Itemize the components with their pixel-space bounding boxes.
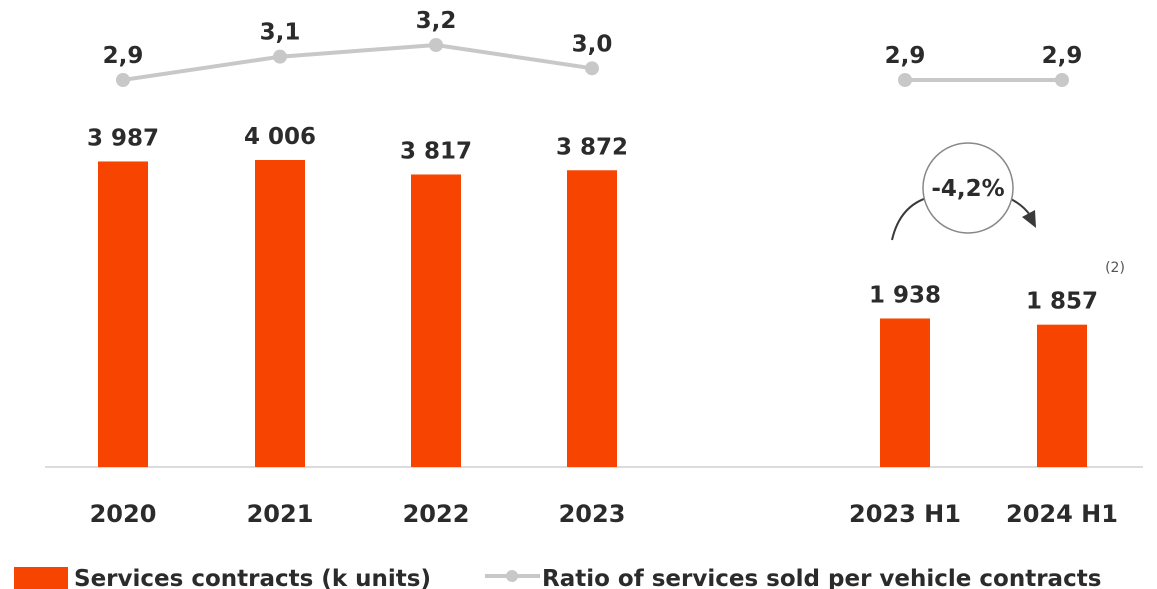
bar-2023 [567, 170, 617, 467]
ratio-value-label: 3,1 [260, 20, 301, 46]
bar-value-label: 3 872 [556, 134, 628, 160]
legend-bar-swatch [14, 567, 68, 589]
ratio-value-label: 3,2 [416, 8, 457, 34]
category-label: 2024 H1 [1006, 500, 1118, 528]
bar-2021 [255, 160, 305, 467]
legend: Services contracts (k units) Ratio of se… [14, 566, 1101, 589]
category-label: 2021 [247, 500, 314, 528]
bar-2022 [411, 174, 461, 468]
change-percent: -4,2% [931, 176, 1004, 202]
ratio-point [429, 37, 443, 52]
category-label: 2022 [403, 500, 470, 528]
legend-bar-label: Services contracts (k units) [74, 566, 431, 589]
bar-value-label: 3 817 [400, 138, 472, 164]
bar-value-label: 4 006 [244, 124, 316, 150]
ratio-value-label: 2,9 [103, 43, 144, 69]
legend-line-label: Ratio of services sold per vehicle contr… [542, 566, 1101, 589]
category-label: 2023 H1 [849, 500, 961, 528]
category-label: 2023 [559, 500, 626, 528]
change-circle [922, 142, 1014, 234]
ratio-line-segment-1 [122, 43, 593, 82]
bar-value-label: 1 857 [1026, 289, 1098, 315]
ratio-value-label: 2,9 [1042, 43, 1083, 69]
bar-2023-h1 [880, 318, 930, 467]
bar-value-label: 1 938 [869, 282, 941, 308]
ratio-point [1055, 73, 1069, 87]
ratio-point [273, 49, 287, 64]
change-arrowhead-icon [1022, 210, 1036, 228]
footnote-marker: (2) [1105, 260, 1125, 276]
bar-value-label: 3 987 [87, 125, 159, 151]
change-annotation: -4,2% [891, 142, 1036, 241]
legend-line-marker [506, 570, 518, 582]
category-label: 2020 [90, 500, 157, 528]
ratio-point [585, 61, 599, 76]
ratio-point [116, 73, 130, 87]
ratio-value-label: 2,9 [885, 43, 926, 69]
ratio-value-label: 3,0 [572, 31, 613, 57]
bar-2024-h1 [1037, 324, 1087, 467]
bar-2020 [98, 161, 148, 468]
ratio-point [898, 73, 912, 87]
